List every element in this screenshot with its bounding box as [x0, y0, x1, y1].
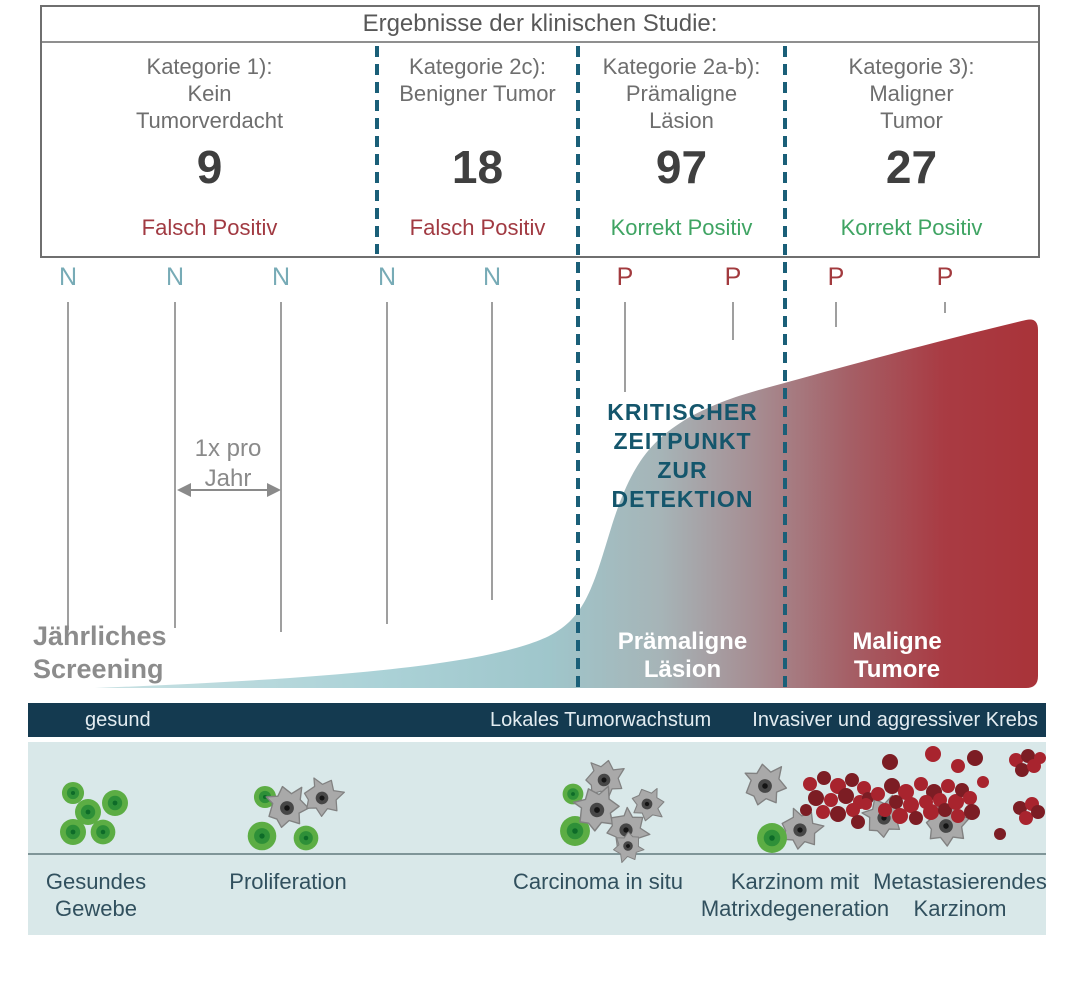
category-verdict: Korrekt Positiv: [610, 215, 753, 240]
screening-tick-line: [67, 302, 69, 630]
malignant-tumors-label: Maligne Tumore: [852, 628, 942, 683]
cell-stage-illustrations: [28, 746, 1046, 867]
screening-tick-line: [174, 302, 176, 628]
healthy-tissue-cells-illustration: [60, 781, 128, 845]
negative-screening-marker: N: [165, 263, 185, 291]
proliferation-cells-illustration: [247, 771, 349, 851]
category-column-3: Kategorie 2a-b): Prämaligne Läsion 97 Ko…: [578, 43, 785, 256]
negative-screening-marker: N: [482, 263, 502, 291]
screening-tick-line: [624, 302, 626, 392]
interval-double-arrow-icon: [177, 483, 281, 497]
category-count: 18: [451, 141, 504, 193]
stage-label-matrix-degeneration: Karzinom mit Matrixdegeneration: [700, 869, 890, 921]
screening-tick-line: [491, 302, 493, 600]
category-title: Kategorie 3): Maligner Tumor: [848, 54, 975, 133]
negative-screening-marker: N: [58, 263, 78, 291]
stage-label-healthy-tissue: Gesundes Gewebe: [45, 869, 147, 921]
positive-screening-marker: P: [724, 263, 742, 291]
stage-label-carcinoma-in-situ: Carcinoma in situ: [513, 869, 683, 894]
critical-detection-window-label: KRITISCHER ZEITPUNKT ZUR DETEKTION: [607, 399, 758, 512]
results-table: Ergebnisse der klinischen Studie: Katego…: [40, 5, 1040, 258]
arrow-shaft: [187, 489, 271, 491]
phase-local-growth-label: Lokales Tumorwachstum: [490, 709, 712, 731]
phase-healthy-label: gesund: [85, 709, 151, 731]
category-verdict: Falsch Positiv: [409, 215, 546, 240]
screening-tick-line: [732, 302, 734, 340]
category-divider-line-1: [375, 46, 379, 254]
disease-phase-bar: gesund Lokales Tumorwachstum Invasiver u…: [28, 703, 1046, 737]
category-verdict: Korrekt Positiv: [840, 215, 983, 240]
metastatic-carcinoma-cells-illustration: [851, 746, 1046, 852]
stage-label-proliferation: Proliferation: [229, 869, 347, 894]
category-count: 9: [196, 141, 223, 193]
sigmoid-growth-area: [95, 319, 1038, 688]
category-count: 27: [885, 141, 938, 193]
screening-tick-line: [280, 302, 282, 632]
critical-window-left-boundary: [576, 46, 580, 688]
matrix-degeneration-cells-illustration: [741, 760, 874, 856]
screening-tick-line: [944, 302, 946, 313]
negative-screening-marker: N: [377, 263, 397, 291]
stage-label-metastatic-carcinoma: Metastasierendes Karzinom: [873, 869, 1047, 921]
screening-tick-line: [386, 302, 388, 624]
results-table-header: Ergebnisse der klinischen Studie:: [42, 7, 1038, 43]
premalignant-lesion-label: Prämaligne Läsion: [617, 628, 748, 683]
critical-window-right-boundary: [783, 46, 787, 688]
carcinoma-in-situ-cells-illustration: [560, 756, 668, 867]
cell-stage-panel: Gesundes Gewebe Proliferation Carcinoma …: [28, 742, 1047, 935]
phase-invasive-cancer-label: Invasiver und aggressiver Krebs: [752, 709, 1038, 731]
category-verdict: Falsch Positiv: [141, 215, 278, 240]
category-title: Kategorie 2c): Benigner Tumor: [399, 54, 556, 106]
screening-interval-label: 1x pro Jahr: [194, 435, 262, 492]
screening-tick-line: [835, 302, 837, 327]
positive-screening-marker: P: [827, 263, 845, 291]
arrow-right-head: [267, 483, 281, 497]
category-title: Kategorie 2a-b): Prämaligne Läsion: [602, 54, 761, 133]
negative-screening-marker: N: [271, 263, 291, 291]
category-column-4: Kategorie 3): Maligner Tumor 27 Korrekt …: [785, 43, 1038, 256]
results-table-body: Kategorie 1): Kein Tumorverdacht 9 Falsc…: [42, 43, 1038, 256]
arrow-left-head: [177, 483, 191, 497]
category-column-1: Kategorie 1): Kein Tumorverdacht 9 Falsc…: [42, 43, 377, 256]
category-title: Kategorie 1): Kein Tumorverdacht: [135, 54, 284, 133]
positive-screening-marker: P: [616, 263, 634, 291]
positive-screening-marker: P: [936, 263, 954, 291]
category-column-2: Kategorie 2c): Benigner Tumor 18 Falsch …: [377, 43, 578, 256]
annual-screening-label: Jährliches Screening: [33, 621, 167, 684]
category-count: 97: [655, 141, 708, 193]
